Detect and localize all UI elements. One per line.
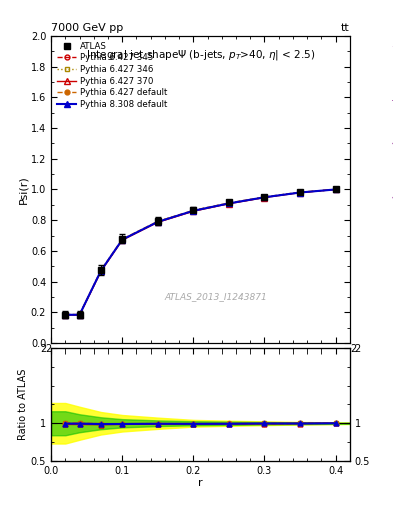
Y-axis label: Psi(r): Psi(r) [18, 175, 28, 204]
Text: Rivet 3.1.10, ≥ 500k events: Rivet 3.1.10, ≥ 500k events [391, 7, 393, 95]
Text: tt: tt [341, 23, 350, 33]
Legend: ATLAS, Pythia 6.427 345, Pythia 6.427 346, Pythia 6.427 370, Pythia 6.427 defaul: ATLAS, Pythia 6.427 345, Pythia 6.427 34… [55, 40, 169, 111]
Text: 7000 GeV pp: 7000 GeV pp [51, 23, 123, 33]
X-axis label: r: r [198, 478, 203, 488]
Text: 2: 2 [45, 344, 51, 354]
Text: 2: 2 [350, 344, 356, 354]
Text: mcplots.cern.ch [arXiv:1306.3436]: mcplots.cern.ch [arXiv:1306.3436] [391, 89, 393, 198]
Y-axis label: Ratio to ATLAS: Ratio to ATLAS [18, 369, 28, 440]
Text: ATLAS_2013_I1243871: ATLAS_2013_I1243871 [164, 292, 267, 302]
Text: Integral jet shapeΨ (b-jets, $p_T$>40, $\eta$| < 2.5): Integral jet shapeΨ (b-jets, $p_T$>40, $… [86, 48, 315, 62]
